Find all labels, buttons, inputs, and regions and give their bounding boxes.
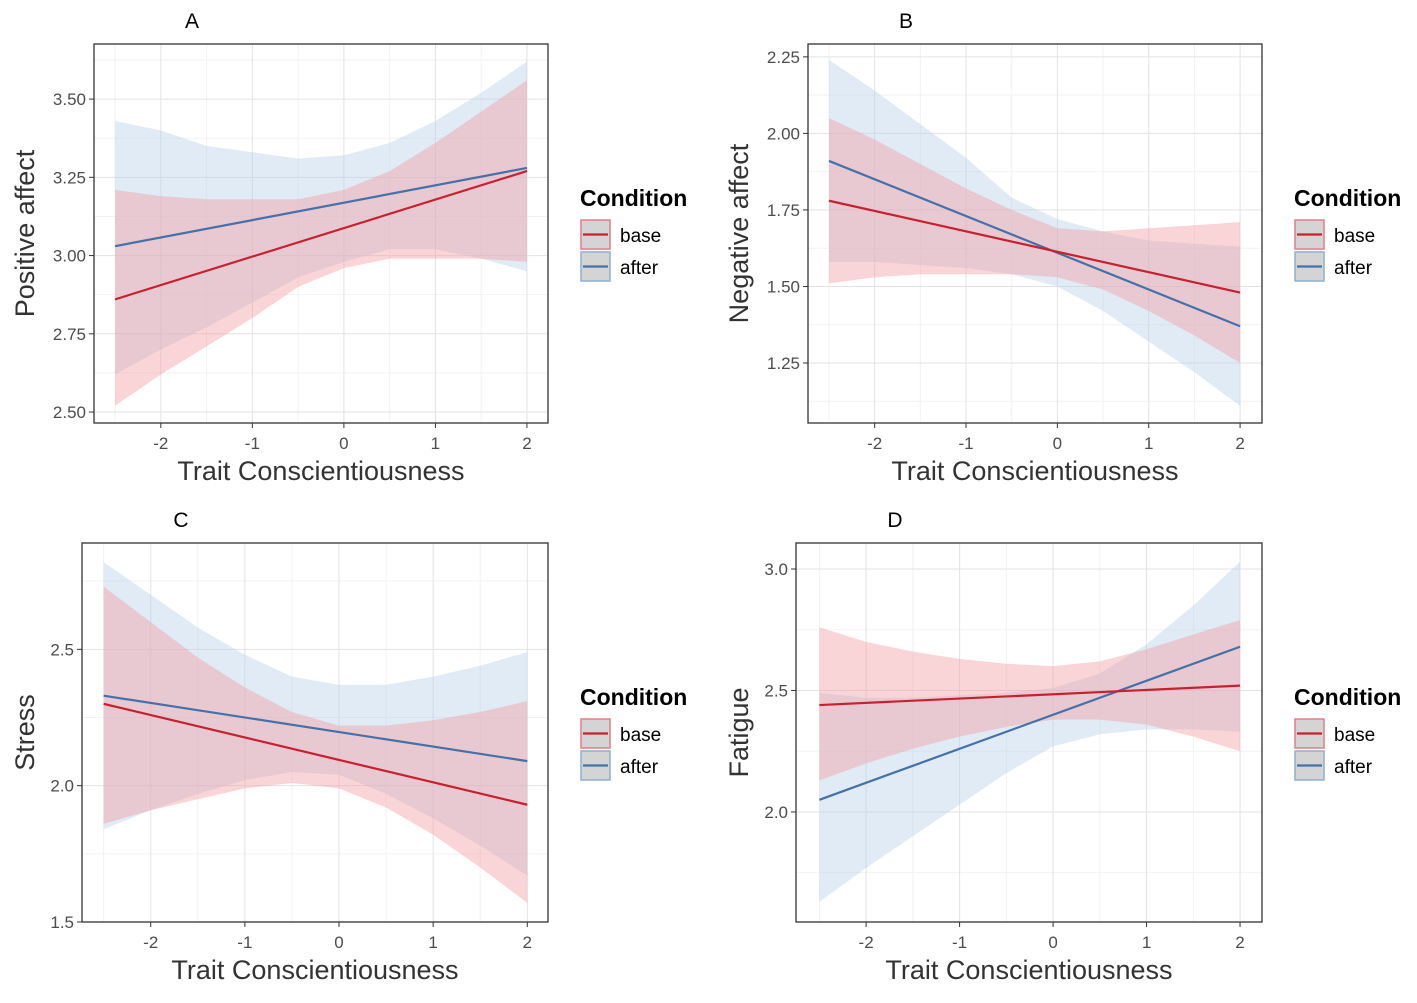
x-tick-label: 2 (1235, 434, 1244, 453)
panel-title: B (899, 10, 913, 33)
series-line-after (818, 645, 1241, 801)
y-axis-title: Fatigue (724, 687, 754, 777)
y-axis-title: Negative affect (724, 143, 754, 323)
y-axis-title: Stress (10, 694, 40, 771)
legend-label-after: after (1334, 258, 1373, 279)
legend-title: Condition (1294, 185, 1401, 211)
x-tick-label: 2 (523, 933, 532, 952)
legend-label-base: base (620, 226, 661, 247)
x-tick-label: 0 (339, 434, 348, 453)
panel-title: D (887, 509, 902, 532)
x-tick-label: -2 (859, 933, 874, 952)
x-tick-label: 1 (431, 434, 440, 453)
legend: Condition base after (580, 684, 687, 781)
ci-ribbon-base (115, 80, 527, 406)
legend-title: Condition (580, 185, 687, 211)
panel-d: -2 -1 0 1 2 2.0 2.5 3.0 D Trait Conscientiousness… (724, 509, 1401, 985)
plot-border (795, 542, 1263, 923)
x-tick-label: -1 (237, 933, 252, 952)
y-tick-label: 1.50 (767, 277, 800, 296)
panel-title: C (173, 509, 188, 532)
series-line-base (819, 684, 1241, 707)
y-tick-label: 2.00 (767, 124, 800, 143)
y-tick-label: 3.25 (53, 168, 86, 187)
panel-b: -2 -1 0 1 2 1.25 1.50 1.75 2.00 2.25 B Trait Consci… (724, 10, 1401, 486)
x-axis-title: Trait Conscientiousness (891, 456, 1178, 486)
y-tick-label: 2.0 (50, 777, 74, 796)
x-axis-title: Trait Conscientiousness (885, 955, 1172, 985)
series-line-after (114, 166, 528, 248)
x-tick-label: -1 (245, 434, 260, 453)
panel-c: -2 -1 0 1 2 1.5 2.0 2.5 C Trait Conscientiousness… (10, 509, 687, 985)
legend-label-base: base (1334, 226, 1375, 247)
x-tick-label: 0 (1048, 933, 1057, 952)
legend-label-after: after (1334, 757, 1373, 778)
ci-ribbon-base (103, 586, 528, 903)
x-tick-label: 1 (428, 933, 437, 952)
y-tick-label: 1.25 (767, 354, 800, 373)
legend: Condition base after (580, 185, 687, 282)
y-tick-label: 2.25 (767, 48, 800, 67)
y-tick-label: 1.75 (767, 201, 800, 220)
y-tick-label: 2.5 (50, 640, 74, 659)
ci-ribbon-after (829, 59, 1241, 406)
legend-label-after: after (620, 757, 659, 778)
x-tick-label: 0 (334, 933, 343, 952)
x-tick-label: -2 (867, 434, 882, 453)
x-tick-label: -1 (952, 933, 967, 952)
plot-border (807, 43, 1263, 424)
legend-title: Condition (580, 684, 687, 710)
x-tick-label: -1 (958, 434, 973, 453)
y-axis-title: Positive affect (10, 149, 40, 317)
y-tick-label: 3.00 (53, 247, 86, 266)
panel-title: A (185, 10, 199, 33)
x-tick-label: 1 (1144, 434, 1153, 453)
series-line-base (114, 170, 528, 301)
legend-label-base: base (620, 725, 661, 746)
x-tick-label: 2 (1235, 933, 1244, 952)
x-tick-label: 2 (522, 434, 531, 453)
series-line-base (103, 702, 528, 806)
x-tick-label: 0 (1053, 434, 1062, 453)
plot-border (81, 542, 549, 923)
legend: Condition base after (1294, 684, 1401, 781)
x-tick-label: -2 (153, 434, 168, 453)
ci-ribbon-after (819, 561, 1241, 902)
legend-title: Condition (1294, 684, 1401, 710)
series-line-after (828, 159, 1241, 328)
x-tick-label: 1 (1142, 933, 1151, 952)
y-tick-label: 3.0 (764, 560, 788, 579)
legend-label-after: after (620, 258, 659, 279)
series-line-base (828, 199, 1241, 294)
y-tick-label: 1.5 (50, 913, 74, 932)
ci-ribbon-after (115, 61, 527, 375)
x-axis-title: Trait Conscientiousness (177, 456, 464, 486)
x-axis-title: Trait Conscientiousness (171, 955, 458, 985)
y-tick-label: 3.50 (53, 90, 86, 109)
ci-ribbon-base (829, 118, 1241, 363)
legend: Condition base after (1294, 185, 1401, 282)
series-line-after (103, 694, 528, 763)
legend-label-base: base (1334, 725, 1375, 746)
x-tick-label: -2 (143, 933, 158, 952)
y-tick-label: 2.0 (764, 803, 788, 822)
ci-ribbon-base (819, 620, 1241, 781)
y-tick-label: 2.50 (53, 403, 86, 422)
y-tick-label: 2.5 (764, 681, 788, 700)
ci-ribbon-after (103, 562, 528, 876)
panel-a: -2 -1 0 1 2 2.50 2.75 3.00 3.25 3.50 A Trait Consci… (10, 10, 687, 486)
plot-border (93, 43, 549, 424)
y-tick-label: 2.75 (53, 325, 86, 344)
